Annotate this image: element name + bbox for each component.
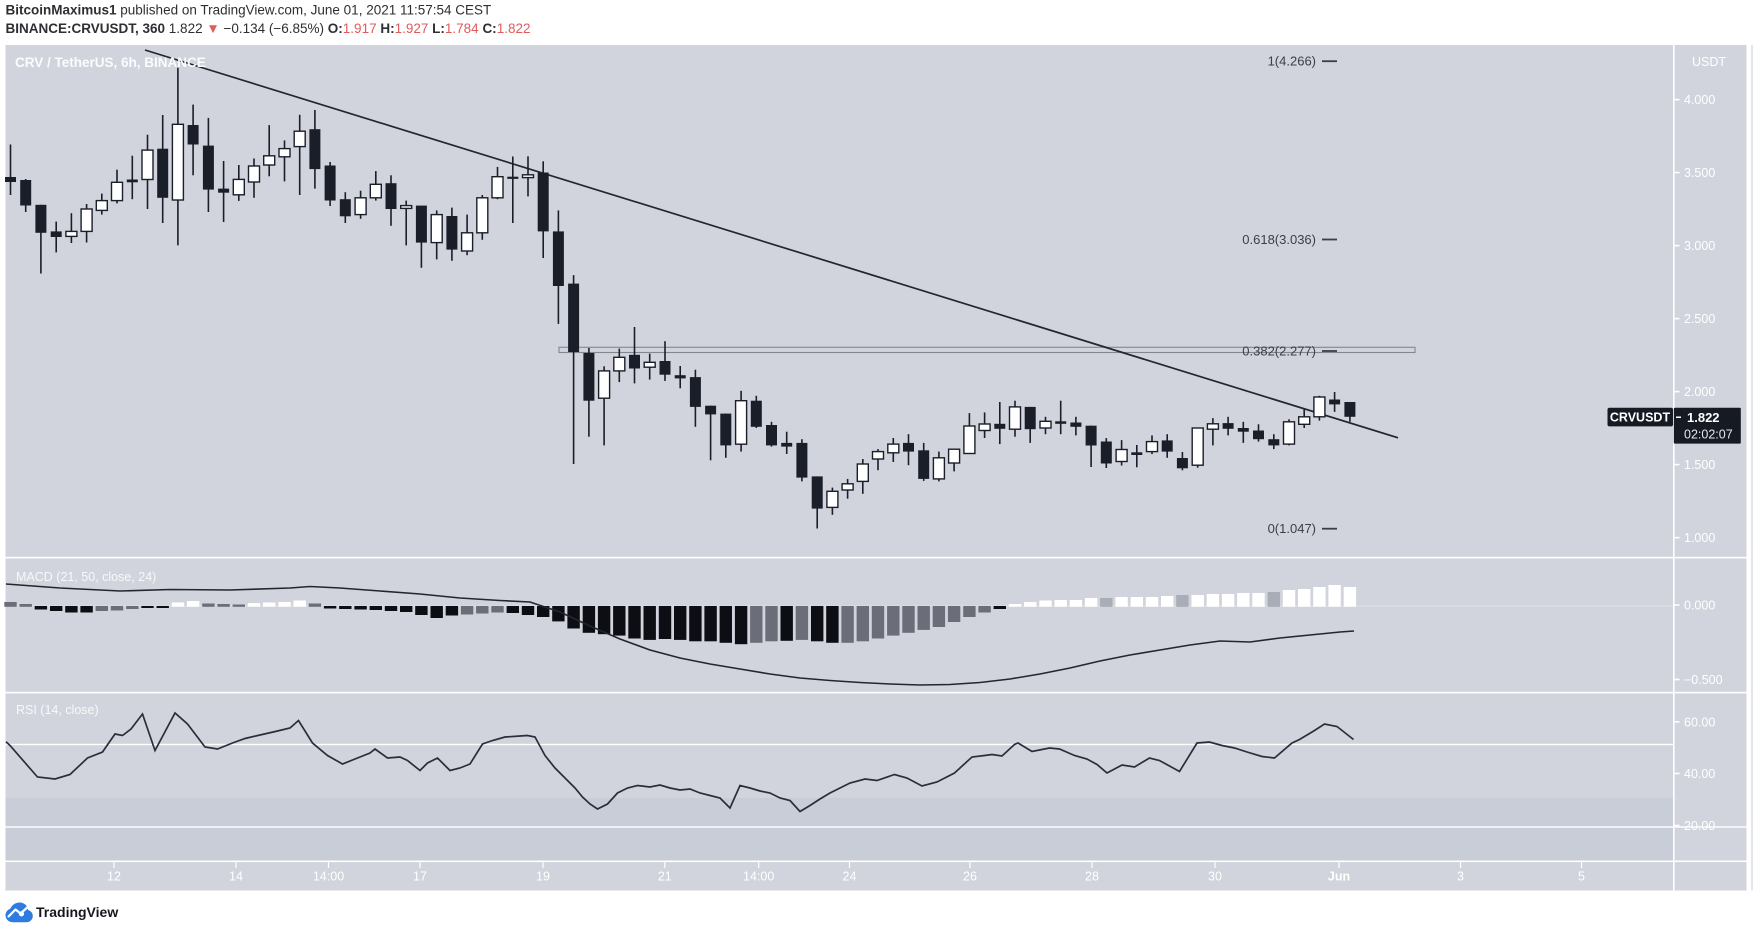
svg-text:0.000: 0.000 [1684, 599, 1715, 613]
svg-text:USDT: USDT [1692, 55, 1726, 69]
svg-text:2.500: 2.500 [1684, 312, 1715, 326]
svg-text:19: 19 [536, 870, 550, 884]
svg-text:2.000: 2.000 [1684, 385, 1715, 399]
svg-text:1.822: 1.822 [1687, 410, 1720, 425]
svg-text:14:00: 14:00 [743, 870, 774, 884]
svg-text:02:02:07: 02:02:07 [1684, 428, 1733, 442]
svg-text:26: 26 [963, 870, 977, 884]
svg-text:3.000: 3.000 [1684, 239, 1715, 253]
svg-text:28: 28 [1085, 870, 1099, 884]
svg-text:RSI (14, close): RSI (14, close) [16, 703, 99, 717]
svg-text:0.382(2.277): 0.382(2.277) [1242, 343, 1316, 358]
svg-text:5: 5 [1578, 870, 1585, 884]
svg-text:3.500: 3.500 [1684, 166, 1715, 180]
svg-text:30: 30 [1208, 870, 1222, 884]
svg-text:17: 17 [413, 870, 427, 884]
svg-text:14:00: 14:00 [313, 870, 344, 884]
svg-text:−0.500: −0.500 [1684, 673, 1723, 687]
svg-text:1(4.266): 1(4.266) [1268, 54, 1316, 69]
svg-text:BINANCE:CRVUSDT, 360 1.822 ▼ −: BINANCE:CRVUSDT, 360 1.822 ▼ −0.134 (−6.… [6, 21, 531, 36]
svg-text:14: 14 [229, 870, 243, 884]
svg-text:60.00: 60.00 [1684, 715, 1715, 729]
svg-text:40.00: 40.00 [1684, 767, 1715, 781]
svg-text:12: 12 [107, 870, 121, 884]
svg-text:20.00: 20.00 [1684, 819, 1715, 833]
svg-text:0.618(3.036): 0.618(3.036) [1242, 232, 1316, 247]
svg-text:24: 24 [843, 870, 857, 884]
svg-text:1.000: 1.000 [1684, 531, 1715, 545]
svg-text:21: 21 [658, 870, 672, 884]
svg-text:TradingView: TradingView [36, 904, 118, 920]
svg-text:MACD (21, 50, close, 24): MACD (21, 50, close, 24) [16, 570, 156, 584]
svg-text:Jun: Jun [1328, 870, 1350, 884]
svg-text:CRVUSDT: CRVUSDT [1610, 411, 1671, 425]
svg-text:4.000: 4.000 [1684, 93, 1715, 107]
svg-text:1.500: 1.500 [1684, 458, 1715, 472]
svg-text:CRV / TetherUS, 6h, BINANCE: CRV / TetherUS, 6h, BINANCE [15, 55, 206, 70]
svg-text:3: 3 [1457, 870, 1464, 884]
svg-text:BitcoinMaximus1 published on T: BitcoinMaximus1 published on TradingView… [6, 3, 492, 18]
svg-text:0(1.047): 0(1.047) [1268, 521, 1316, 536]
